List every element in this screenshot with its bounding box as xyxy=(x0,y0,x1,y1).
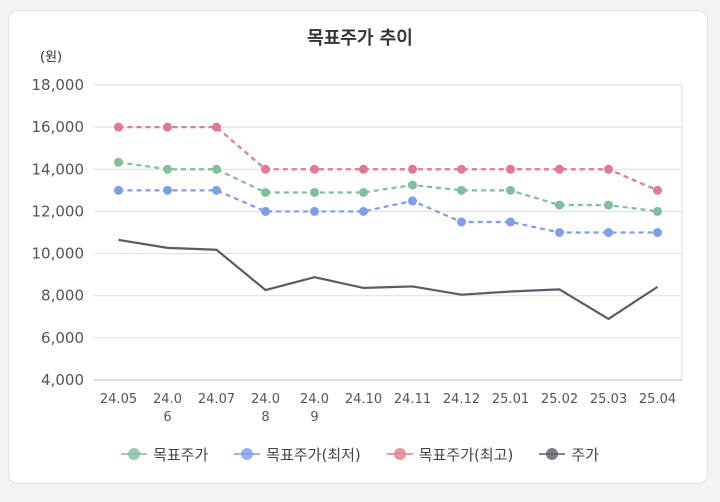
y-tick-label: 10,000 xyxy=(32,245,85,263)
x-tick-label: 24.07 xyxy=(198,392,235,407)
data-point xyxy=(555,228,564,237)
data-point xyxy=(163,185,172,195)
legend-item[interactable]: 목표주가 xyxy=(121,444,208,465)
y-tick-label: 6,000 xyxy=(41,329,84,347)
data-point xyxy=(310,164,319,174)
data-point xyxy=(359,187,368,197)
y-tick-label: 12,000 xyxy=(32,202,85,220)
data-point xyxy=(457,217,466,227)
data-point xyxy=(555,164,564,174)
data-point xyxy=(310,187,319,197)
data-point xyxy=(604,228,613,237)
data-point xyxy=(653,185,662,195)
data-point xyxy=(212,185,221,195)
data-point xyxy=(359,164,368,174)
x-tick-label: 24.05 xyxy=(100,392,137,407)
legend: 목표주가 목표주가(최저) 목표주가(최고) 주가 xyxy=(0,440,720,468)
x-tick-label: 24.0 8 xyxy=(251,392,280,425)
data-point xyxy=(359,206,368,216)
x-tick-label: 24.0 6 xyxy=(153,392,182,425)
data-point xyxy=(114,157,123,167)
legend-item[interactable]: 목표주가(최고) xyxy=(386,444,514,465)
data-point xyxy=(261,187,270,197)
x-tick-label: 24.12 xyxy=(443,392,480,407)
x-tick-label: 24.0 9 xyxy=(300,392,329,425)
legend-swatch xyxy=(234,448,261,460)
chart-card xyxy=(8,10,708,484)
y-tick-label: 8,000 xyxy=(41,287,84,305)
data-point xyxy=(310,206,319,216)
y-tick-label: 16,000 xyxy=(32,118,85,136)
series-group xyxy=(114,122,662,320)
y-tick-label: 4,000 xyxy=(41,371,84,389)
y-tick-label: 18,000 xyxy=(32,76,85,94)
data-point xyxy=(261,164,270,174)
x-tick-label: 25.02 xyxy=(541,392,578,407)
x-tick-label: 24.11 xyxy=(394,392,431,407)
data-point xyxy=(653,228,662,237)
series-1 xyxy=(114,185,662,237)
legend-item[interactable]: 목표주가(최저) xyxy=(234,444,361,465)
data-point xyxy=(604,200,613,210)
series-3 xyxy=(118,238,659,320)
data-point xyxy=(163,164,172,174)
legend-swatch xyxy=(539,448,566,460)
x-tick-label: 24.10 xyxy=(345,392,382,407)
x-tick-label: 25.04 xyxy=(639,392,676,407)
chart-title: 목표주가 추이 xyxy=(307,28,413,49)
data-point xyxy=(457,164,466,174)
data-point xyxy=(114,122,123,132)
data-point xyxy=(212,164,221,174)
x-tick-label: 25.03 xyxy=(590,392,627,407)
data-point xyxy=(261,206,270,216)
legend-swatch xyxy=(121,448,148,460)
data-point xyxy=(506,217,515,227)
legend-label: 주가 xyxy=(571,445,599,464)
legend-label: 목표주가 xyxy=(153,445,209,464)
data-point xyxy=(506,164,515,174)
y-axis: 4,000 6,000 8,000 10,000 12,000 14,000 16,000 1… xyxy=(32,76,85,389)
legend-label: 목표주가(최고) xyxy=(418,445,514,464)
data-point xyxy=(555,200,564,210)
series-line xyxy=(118,126,658,192)
data-point xyxy=(408,180,417,190)
series-0 xyxy=(114,157,662,216)
data-point xyxy=(457,185,466,195)
data-point xyxy=(163,122,172,132)
legend-swatch xyxy=(386,448,413,460)
x-tick-label: 25.01 xyxy=(492,392,529,407)
legend-label: 목표주가(최저) xyxy=(266,445,361,464)
data-point xyxy=(506,185,515,195)
x-axis: 24.05 24.0 6 24.07 24.0 8 24.0 9 24.10 24.11 24.12… xyxy=(100,392,676,425)
data-point xyxy=(212,122,221,132)
data-point xyxy=(114,185,123,195)
data-point xyxy=(653,206,662,216)
series-line xyxy=(118,238,659,320)
data-point xyxy=(408,164,417,174)
y-tick-label: 14,000 xyxy=(32,160,85,178)
series-2 xyxy=(114,122,662,195)
data-point xyxy=(604,164,613,174)
y-axis-unit-label: (원) xyxy=(40,50,63,65)
legend-item[interactable]: 주가 xyxy=(539,444,599,465)
data-point xyxy=(408,196,417,206)
series-line xyxy=(118,161,658,213)
series-line xyxy=(118,189,658,234)
